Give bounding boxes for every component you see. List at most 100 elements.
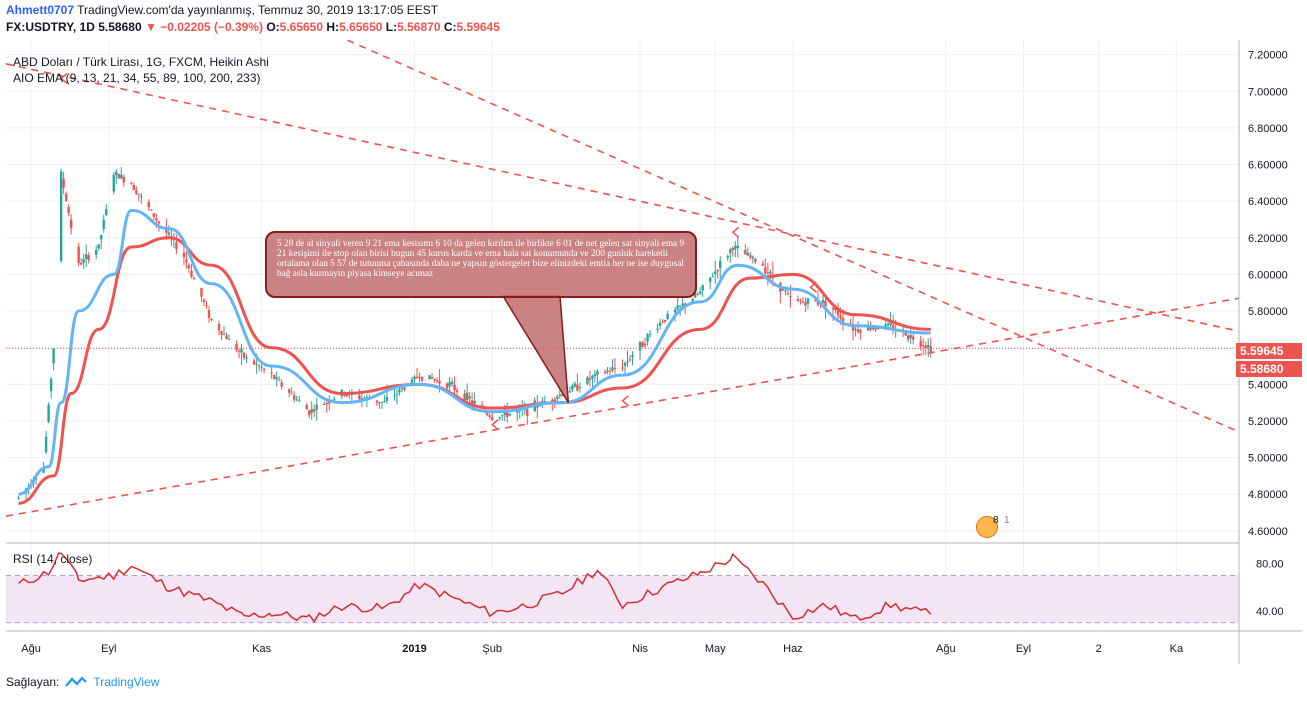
candle-body <box>262 368 266 370</box>
candle-body <box>52 348 55 364</box>
grid-lines <box>6 40 1239 625</box>
candle-body <box>49 378 53 392</box>
candle-body <box>501 415 504 417</box>
candle-body <box>207 310 211 318</box>
candle-body <box>556 396 559 399</box>
candle-body <box>731 248 734 251</box>
candle-body <box>380 401 384 403</box>
price-chart[interactable]: 7.20000 7.00000 6.80000 6.60000 6.40000 6.200… <box>5 8 1302 664</box>
candle-body <box>719 260 722 268</box>
candle-body <box>95 249 98 255</box>
candle-body <box>122 176 125 183</box>
candle-body <box>919 340 922 347</box>
footer: Sağlayan: TradingView <box>6 675 159 689</box>
candle-body <box>463 393 466 402</box>
candle-body <box>255 363 258 365</box>
chart-frame[interactable]: 7.20000 7.00000 6.80000 6.60000 6.40000 6.200… <box>5 8 1302 664</box>
price-tick-label: 6.40000 <box>1248 196 1288 208</box>
last-price: 5.58680 <box>98 20 142 34</box>
candle-body <box>323 404 326 406</box>
candle-body <box>698 291 702 294</box>
trend-arrow <box>59 72 68 85</box>
candle-body <box>593 373 597 377</box>
price-badge-current: 5.59645 <box>1236 343 1302 359</box>
price-tick-label: 6.60000 <box>1248 160 1288 172</box>
candle-body <box>260 367 263 369</box>
candle-body <box>418 376 421 378</box>
candle-body <box>606 370 609 373</box>
candle-body <box>661 321 664 323</box>
candle-body <box>64 193 68 202</box>
candle-body <box>666 313 669 320</box>
time-tick-label: 2 <box>1096 643 1102 655</box>
candle-body <box>693 293 697 298</box>
candle-body <box>814 300 817 302</box>
candle-body <box>190 270 193 277</box>
candle-body <box>641 342 644 348</box>
candle-body <box>591 375 594 379</box>
candle-body <box>643 343 647 346</box>
time-tick-label: Haz <box>783 643 803 655</box>
candle-body <box>806 298 810 304</box>
price-tick-label: 6.20000 <box>1248 233 1288 245</box>
tradingview-logo-icon <box>65 676 88 687</box>
candle-body <box>568 391 572 393</box>
candle-body <box>691 299 694 303</box>
candle-body <box>909 335 912 339</box>
support-trendline <box>5 297 1240 517</box>
candle-body <box>210 319 213 321</box>
candle-body <box>435 380 439 382</box>
candle-body <box>729 249 732 254</box>
candle-body <box>851 326 855 331</box>
candle-body <box>906 335 910 340</box>
callout-pointer <box>501 295 570 404</box>
candle-body <box>135 190 138 194</box>
candle-body <box>801 301 805 303</box>
candle-body <box>305 404 308 410</box>
candle-body <box>786 293 790 295</box>
symbol-label: FX:USDTRY, 1D <box>6 20 95 34</box>
close-value: 5.59645 <box>456 20 500 34</box>
candle-body <box>280 382 283 387</box>
down-triangle-icon: ▼ <box>144 20 157 34</box>
publish-info: Ahmett0707 TradingView.com'da yayınlanmı… <box>6 3 438 17</box>
candle-body <box>648 333 652 335</box>
annotation-callout: 5 28 de al sinyali veren 9 21 ema kesisı… <box>265 231 697 298</box>
candle-body <box>709 277 712 282</box>
candle-body <box>769 271 772 274</box>
price-tick-label: 5.00000 <box>1248 453 1288 465</box>
candle-body <box>573 383 577 387</box>
candle-body <box>272 375 276 379</box>
candle-body <box>904 331 907 336</box>
time-tick-label: Ka <box>1170 643 1184 655</box>
candle-body <box>115 171 118 175</box>
events-badge[interactable]: 8 1 <box>976 514 1010 538</box>
published-text: TradingView.com'da yayınlanmış, Temmuz 3… <box>77 3 439 17</box>
low-value: 5.56870 <box>397 20 441 34</box>
candle-body <box>455 390 459 392</box>
candle-body <box>465 392 469 400</box>
time-tick-label: Şub <box>482 643 502 655</box>
candle-body <box>192 278 196 280</box>
high-value: 5.65650 <box>339 20 383 34</box>
candle-body <box>358 395 361 400</box>
price-tick-label: 4.60000 <box>1248 526 1288 538</box>
candle-body <box>165 228 168 233</box>
candle-body <box>656 328 659 330</box>
candle-body <box>102 219 105 229</box>
candle-body <box>578 387 582 389</box>
candle-body <box>202 299 206 302</box>
author-link[interactable]: Ahmett0707 <box>6 3 75 17</box>
time-tick-label: Eyl <box>101 643 116 655</box>
candle-body <box>506 411 509 418</box>
candle-body <box>59 171 63 262</box>
candle-body <box>105 208 108 216</box>
candle-body <box>450 381 454 385</box>
candle-body <box>44 436 48 452</box>
time-tick-label: May <box>705 643 726 655</box>
candle-body <box>270 372 273 374</box>
open-label: O: <box>266 20 280 34</box>
candle-body <box>726 256 729 258</box>
tradingview-link[interactable]: TradingView <box>93 675 160 689</box>
candle-body <box>839 315 842 319</box>
